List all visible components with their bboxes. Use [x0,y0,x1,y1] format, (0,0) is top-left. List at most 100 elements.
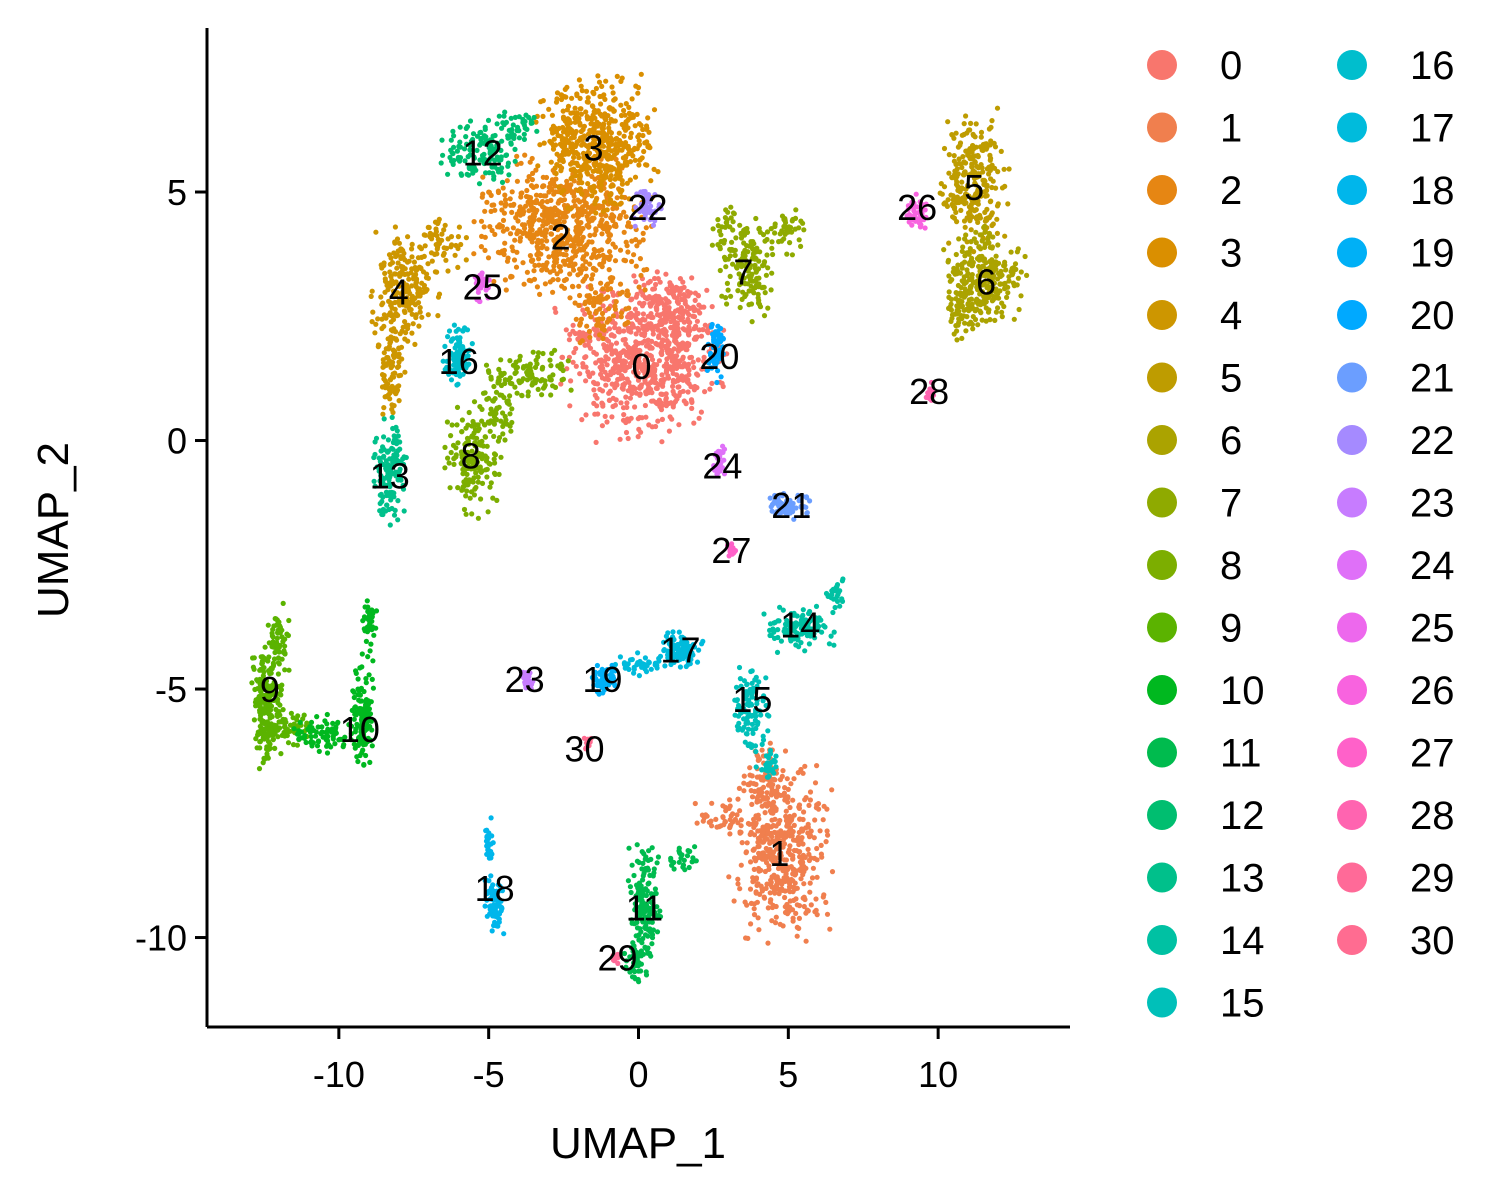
point [823,839,829,845]
point [737,886,743,892]
point [652,275,658,282]
point [628,224,634,230]
point [548,185,554,191]
point [770,799,777,805]
point [585,145,592,151]
point [399,292,406,298]
point [798,243,804,249]
point [973,121,979,127]
point [648,178,654,184]
point [509,209,515,215]
point [543,193,549,199]
point [781,790,788,796]
point [594,395,600,401]
point [953,251,959,258]
point [571,193,577,199]
point [554,220,561,226]
point [610,313,617,319]
point [737,304,743,311]
point [567,295,573,301]
point [514,178,521,184]
point [1024,272,1030,278]
point [982,209,988,215]
point [604,132,610,138]
point [500,217,507,223]
point [557,243,563,249]
point [466,409,472,416]
point [492,396,498,402]
point [436,240,442,247]
point [620,405,627,411]
point [676,384,682,390]
point [508,428,514,434]
point [654,860,660,866]
point [669,314,675,320]
point [669,349,675,355]
point [577,270,584,276]
point [516,357,523,363]
point [654,305,660,311]
point [762,854,768,860]
point [550,289,556,295]
point [285,740,292,746]
point [674,353,680,359]
point [575,197,581,203]
point [485,255,492,261]
point [548,181,555,187]
point [961,121,967,127]
point [273,616,279,622]
point [756,927,762,933]
point [747,886,754,892]
point [682,867,688,873]
point [961,278,968,284]
point [445,236,451,242]
point [1010,280,1017,286]
point [994,216,1000,222]
point [514,390,520,396]
point [295,713,301,719]
point [518,194,524,200]
point [671,328,677,335]
point [513,215,519,221]
point [762,801,769,807]
point [1002,233,1008,239]
point [1011,316,1017,322]
point [291,726,297,732]
point [648,314,654,320]
point [654,401,660,407]
point [594,327,600,333]
point [689,405,695,411]
point [977,144,984,150]
point [275,642,281,649]
point [394,265,400,271]
point [829,869,836,875]
point [649,941,655,947]
point [551,143,557,149]
point [595,143,601,149]
point [655,169,661,175]
point [568,378,574,384]
point [537,142,543,148]
cluster-points-1 [692,740,836,946]
point [548,392,554,398]
point [741,780,747,786]
point [425,261,431,267]
point [588,286,594,292]
point [707,386,713,392]
point [503,287,509,293]
point [600,335,606,342]
point [566,117,572,123]
point [600,303,606,309]
point [585,369,591,375]
point [978,134,984,140]
point [454,404,461,410]
point [767,740,773,746]
point [456,224,462,230]
point [803,938,809,944]
point [507,231,514,237]
point [558,224,564,230]
point [646,129,652,135]
point [966,211,972,217]
point [741,788,747,794]
point [999,185,1006,191]
